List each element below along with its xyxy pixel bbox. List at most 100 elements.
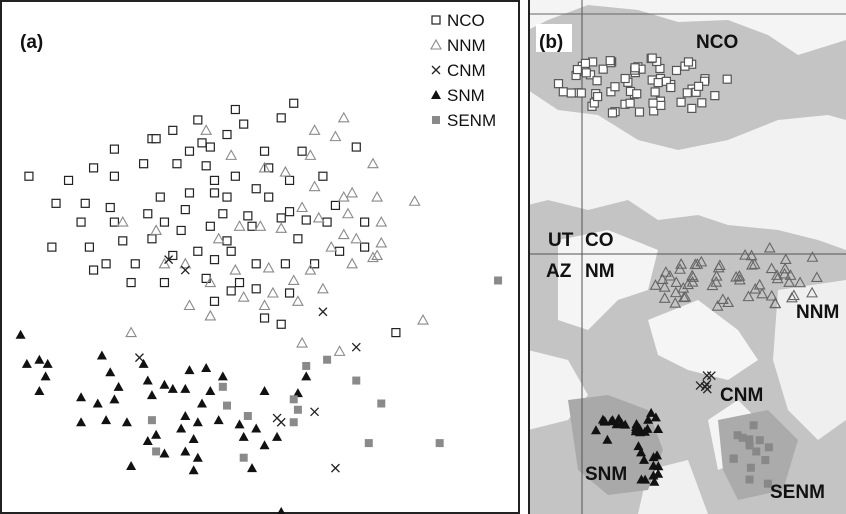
point-snm (34, 354, 45, 364)
point-snm (146, 390, 157, 400)
point-snm (192, 452, 203, 462)
lowland-zone (578, 150, 638, 190)
point-snm (126, 461, 137, 471)
point-nco (209, 296, 220, 306)
point-nnm (233, 220, 246, 231)
point-nco (159, 217, 170, 227)
site-nnm (733, 270, 746, 281)
site-nco (580, 58, 591, 68)
point-nnm (204, 309, 217, 321)
point-nco (88, 163, 99, 173)
point-nco (309, 259, 320, 269)
point-nnm (179, 257, 192, 269)
region-label-nnm: NNM (796, 302, 839, 323)
point-nco (130, 259, 140, 269)
legend-label-nco: NCO (447, 11, 485, 30)
panel-label-b-bg (536, 24, 572, 52)
site-senm (729, 454, 738, 463)
point-nco (301, 215, 311, 225)
site-nco (576, 88, 586, 98)
site-cnm (700, 382, 710, 392)
site-nnm (765, 262, 778, 274)
point-nco (184, 188, 195, 198)
point-nnm (150, 224, 163, 235)
site-nco (697, 98, 707, 108)
site-nnm (806, 251, 819, 262)
site-nnm (669, 297, 682, 308)
point-nnm (371, 190, 384, 202)
ordination-panel-a: (a) NCO NNM CNM SNM SENM (0, 0, 520, 514)
site-senm (733, 431, 742, 440)
point-nco (168, 125, 178, 135)
point-nnm (417, 313, 429, 325)
point-nco (289, 98, 299, 108)
point-nco (218, 209, 228, 219)
site-snm (613, 413, 624, 423)
site-snm (633, 441, 644, 451)
site-snm (602, 434, 613, 444)
point-nco (88, 265, 99, 275)
site-nnm (675, 258, 688, 269)
point-nco (280, 259, 290, 269)
site-senm (746, 463, 755, 472)
point-nnm (367, 157, 379, 169)
site-nnm (748, 258, 761, 269)
site-nnm (663, 269, 676, 281)
map-panel-b: (b) NCO UT CO AZ NM NNM CNM SNM SENM (528, 0, 846, 514)
point-snm (159, 448, 170, 458)
site-nnm (722, 296, 735, 308)
region-label-senm: SENM (770, 482, 825, 503)
site-snm (646, 407, 657, 417)
site-snm (636, 447, 647, 457)
site-nco (722, 74, 732, 84)
point-snm (176, 423, 187, 433)
site-nco (572, 64, 582, 75)
site-nco (693, 81, 704, 91)
site-snm (649, 476, 660, 486)
region-label-nco: NCO (696, 32, 738, 53)
point-nnm (316, 282, 329, 294)
point-nnm (225, 149, 238, 160)
site-nco (566, 88, 576, 98)
site-senm (745, 441, 754, 450)
point-snm (259, 385, 270, 395)
point-cnm (180, 265, 190, 275)
point-snm (247, 463, 258, 473)
point-snm (192, 417, 203, 427)
site-nnm (794, 276, 807, 288)
site-snm (607, 415, 618, 425)
site-nnm (742, 290, 755, 302)
point-cnm (276, 417, 286, 427)
site-nco (620, 73, 630, 84)
point-senm (289, 418, 298, 427)
point-nnm (116, 215, 129, 227)
point-snm (138, 358, 149, 368)
highland-zone (568, 395, 663, 495)
point-snm (301, 371, 312, 381)
site-snm (652, 450, 663, 460)
point-nco (360, 242, 370, 252)
legend-marker-senm (432, 116, 440, 124)
site-nnm (679, 290, 692, 302)
site-nco (699, 76, 710, 86)
site-snm (653, 461, 664, 471)
point-nco (276, 319, 286, 329)
site-cnm (702, 379, 712, 389)
point-cnm (164, 255, 174, 265)
point-senm (218, 382, 227, 391)
point-nco (284, 207, 295, 217)
region-label-nm: NM (585, 261, 615, 282)
point-nco (276, 213, 286, 223)
site-nnm (745, 249, 758, 261)
point-nnm (125, 326, 138, 338)
point-nnm (346, 257, 359, 269)
region-label-snm: SNM (585, 464, 627, 485)
point-senm (352, 376, 361, 385)
point-nnm (346, 186, 359, 198)
point-snm (201, 363, 212, 373)
site-nnm (746, 258, 758, 270)
site-nnm (674, 263, 686, 274)
legend-marker-cnm (431, 65, 441, 75)
point-snm (213, 415, 224, 425)
region-label-ut: UT (548, 230, 574, 251)
